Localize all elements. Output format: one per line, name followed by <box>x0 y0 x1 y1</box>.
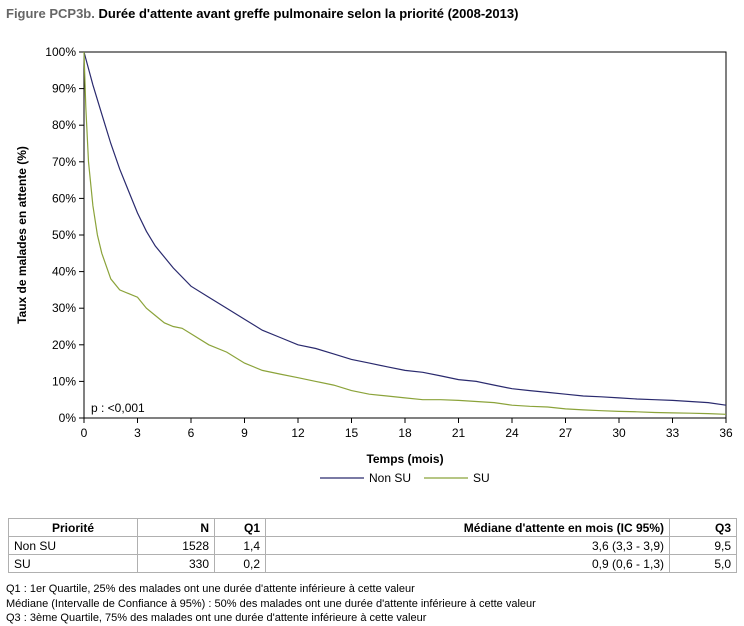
p-value-annotation: p : <0,001 <box>91 401 145 415</box>
y-tick-label: 80% <box>52 118 76 132</box>
x-tick-label: 21 <box>452 426 466 440</box>
stats-table: Priorité N Q1 Médiane d'attente en mois … <box>8 518 737 573</box>
plot-frame <box>83 51 727 419</box>
x-tick-label: 24 <box>505 426 519 440</box>
x-tick-label: 18 <box>398 426 412 440</box>
footnote-median: Médiane (Intervalle de Confiance à 95%) … <box>6 597 536 610</box>
x-tick-label: 3 <box>134 426 141 440</box>
x-tick-label: 27 <box>559 426 573 440</box>
cell-n: 1528 <box>137 536 215 555</box>
figure-title: Figure PCP3b. Durée d'attente avant gref… <box>6 6 518 21</box>
y-tick-label: 60% <box>52 191 76 205</box>
cell-n: 330 <box>137 554 215 573</box>
cell-priority: SU <box>8 554 138 573</box>
series-line-su <box>83 51 727 415</box>
table-row: SU 330 0,2 0,9 (0,6 - 1,3) 5,0 <box>8 554 737 573</box>
x-tick-label: 33 <box>666 426 680 440</box>
footnote-q1: Q1 : 1er Quartile, 25% des malades ont u… <box>6 583 415 595</box>
y-tick-label: 30% <box>52 301 76 315</box>
header-median: Médiane d'attente en mois (IC 95%) <box>265 518 670 537</box>
x-tick-label: 9 <box>241 426 248 440</box>
cell-q3: 9,5 <box>669 536 737 555</box>
footnote-q3: Q3 : 3ème Quartile, 75% des malades ont … <box>6 612 427 624</box>
x-tick-label: 12 <box>291 426 305 440</box>
x-tick-label: 15 <box>345 426 359 440</box>
x-axis-title: Temps (mois) <box>366 452 443 466</box>
table-header-row: Priorité N Q1 Médiane d'attente en mois … <box>8 518 737 537</box>
legend: Non SU SU <box>320 471 490 485</box>
cell-q1: 1,4 <box>214 536 266 555</box>
series-line-non-su <box>83 51 727 406</box>
y-tick-label: 10% <box>52 374 76 388</box>
cell-median: 3,6 (3,3 - 3,9) <box>265 536 670 555</box>
figure-title-prefix: Figure PCP3b. <box>6 6 95 21</box>
y-tick-label: 0% <box>59 411 77 425</box>
cell-q3: 5,0 <box>669 554 737 573</box>
x-tick-label: 0 <box>81 426 88 440</box>
y-tick-label: 20% <box>52 338 76 352</box>
y-tick-label: 40% <box>52 265 76 279</box>
cell-q1: 0,2 <box>214 554 266 573</box>
y-tick-label: 50% <box>52 228 76 242</box>
x-tick-label: 6 <box>188 426 195 440</box>
legend-label: Non SU <box>369 471 411 485</box>
cell-median: 0,9 (0,6 - 1,3) <box>265 554 670 573</box>
table-row: Non SU 1528 1,4 3,6 (3,3 - 3,9) 9,5 <box>8 536 737 555</box>
header-priority: Priorité <box>8 518 138 537</box>
y-axis-title: Taux de malades en attente (%) <box>15 146 29 324</box>
series-lines <box>83 51 727 415</box>
legend-label: SU <box>473 471 490 485</box>
survival-chart: 0%10%20%30%40%50%60%70%80%90%100% 0 3 6 9 12… <box>15 45 733 485</box>
y-tick-label: 90% <box>52 82 76 96</box>
header-q1: Q1 <box>214 518 266 537</box>
cell-priority: Non SU <box>8 536 138 555</box>
x-tick-label: 30 <box>612 426 626 440</box>
footnotes: Q1 : 1er Quartile, 25% des malades ont u… <box>6 582 536 626</box>
header-q3: Q3 <box>669 518 737 537</box>
y-axis: 0% 10% 20% 30% 40% 50% 60% 70% 80% 90% 100% <box>45 45 84 425</box>
header-n: N <box>137 518 215 537</box>
y-tick-label: 100% <box>45 45 76 59</box>
x-axis: 0 3 6 9 12 15 18 21 24 27 30 33 36 <box>81 418 733 440</box>
x-tick-label: 36 <box>719 426 733 440</box>
y-tick-label: 70% <box>52 155 76 169</box>
figure-title-text: Durée d'attente avant greffe pulmonaire … <box>98 6 519 21</box>
